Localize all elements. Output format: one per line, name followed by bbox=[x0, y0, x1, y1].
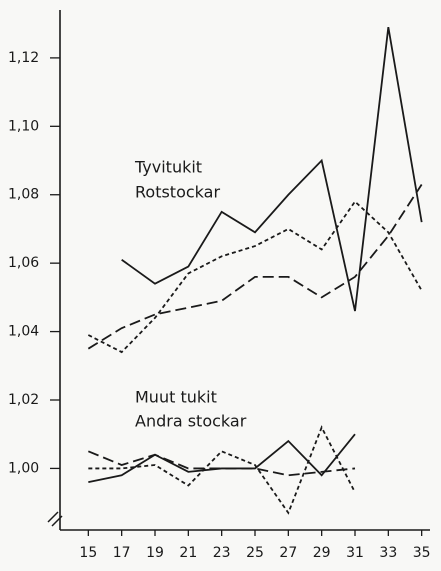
x-tick-label: 21 bbox=[179, 545, 197, 561]
y-tick-label: 1,06 bbox=[8, 255, 39, 271]
series-line bbox=[88, 425, 356, 515]
break-mark bbox=[47, 511, 59, 523]
x-tick-label: 29 bbox=[313, 545, 331, 561]
x-tick-label: 15 bbox=[79, 545, 97, 561]
series-line bbox=[87, 200, 423, 354]
series-line bbox=[87, 450, 356, 477]
annotation: Andra stockar bbox=[135, 412, 247, 431]
y-tick-label: 1,12 bbox=[8, 50, 39, 66]
annotation: Tyvitukit bbox=[134, 158, 202, 177]
x-tick-label: 27 bbox=[279, 545, 297, 561]
x-tick-label: 31 bbox=[346, 545, 364, 561]
y-tick-label: 1,08 bbox=[8, 187, 39, 203]
y-tick-label: 1,04 bbox=[8, 324, 39, 340]
series-line bbox=[121, 26, 423, 312]
annotation: Muut tukit bbox=[135, 388, 217, 407]
annotation: Rotstockar bbox=[135, 183, 220, 202]
y-tick-label: 1,00 bbox=[8, 460, 39, 476]
x-tick-label: 19 bbox=[146, 545, 164, 561]
series-line bbox=[88, 433, 356, 483]
series-line bbox=[87, 183, 423, 350]
x-tick-label: 23 bbox=[213, 545, 231, 561]
x-tick-label: 25 bbox=[246, 545, 264, 561]
x-tick-label: 33 bbox=[379, 545, 397, 561]
x-tick-label: 35 bbox=[413, 545, 431, 561]
y-tick-label: 1,10 bbox=[8, 118, 39, 134]
y-tick-label: 1,02 bbox=[8, 392, 39, 408]
x-tick-label: 17 bbox=[113, 545, 131, 561]
